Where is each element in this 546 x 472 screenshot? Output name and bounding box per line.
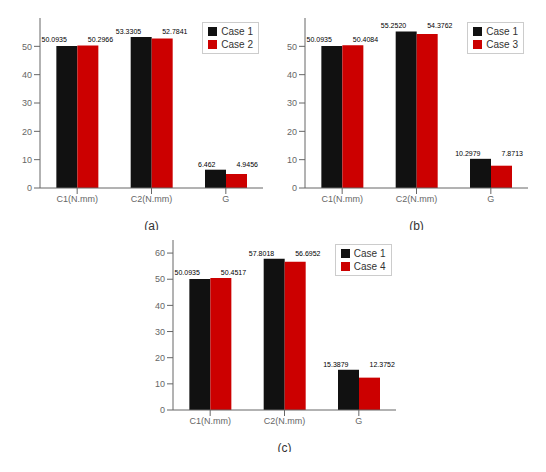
svg-text:(a): (a): [144, 219, 159, 230]
svg-text:30: 30: [154, 327, 164, 337]
svg-text:40: 40: [287, 70, 297, 80]
svg-text:50: 50: [287, 42, 297, 52]
svg-text:0: 0: [292, 183, 297, 193]
svg-text:C1(N.mm): C1(N.mm): [56, 194, 98, 204]
svg-text:50.4084: 50.4084: [353, 36, 378, 43]
svg-text:0: 0: [159, 405, 164, 415]
svg-text:54.3762: 54.3762: [427, 22, 452, 29]
svg-text:52.7841: 52.7841: [162, 28, 187, 35]
svg-text:50.2966: 50.2966: [88, 36, 113, 43]
svg-text:30: 30: [22, 98, 32, 108]
svg-text:53.3305: 53.3305: [116, 28, 141, 35]
svg-text:20: 20: [22, 127, 32, 137]
svg-text:C2(N.mm): C2(N.mm): [131, 194, 173, 204]
html-text:Case 3: Case 3: [486, 39, 518, 50]
svg-text:50.0935: 50.0935: [42, 36, 67, 43]
svg-text:G: G: [487, 194, 494, 204]
svg-text:40: 40: [22, 70, 32, 80]
svg-text:10: 10: [287, 155, 297, 165]
svg-text:50: 50: [22, 42, 32, 52]
svg-text:20: 20: [287, 127, 297, 137]
svg-text:C1(N.mm): C1(N.mm): [321, 194, 363, 204]
svg-text:C2(N.mm): C2(N.mm): [263, 416, 305, 426]
svg-text:10.2979: 10.2979: [455, 150, 480, 157]
html-text:Case 2: Case 2: [221, 39, 253, 50]
svg-text:4.9456: 4.9456: [237, 161, 259, 168]
svg-text:55.2520: 55.2520: [381, 22, 406, 29]
svg-text:6.462: 6.462: [198, 161, 216, 168]
svg-text:10: 10: [154, 379, 164, 389]
svg-text:C2(N.mm): C2(N.mm): [396, 194, 438, 204]
svg-text:57.8018: 57.8018: [248, 250, 273, 257]
svg-text:50.0935: 50.0935: [174, 269, 199, 276]
html-text:Case 1: Case 1: [221, 26, 253, 37]
svg-text:12.3752: 12.3752: [369, 361, 394, 368]
svg-text:(b): (b): [409, 219, 424, 230]
svg-text:C1(N.mm): C1(N.mm): [189, 416, 231, 426]
svg-text:60: 60: [154, 248, 164, 258]
svg-text:15.3879: 15.3879: [323, 361, 348, 368]
svg-text:30: 30: [287, 98, 297, 108]
svg-text:50.4517: 50.4517: [220, 269, 245, 276]
svg-text:40: 40: [154, 301, 164, 311]
svg-text:56.6952: 56.6952: [295, 250, 320, 257]
html-text:Case 1: Case 1: [486, 26, 518, 37]
html-text:Case 4: Case 4: [353, 261, 386, 272]
svg-text:50: 50: [154, 274, 164, 284]
html-text:Case 1: Case 1: [353, 248, 386, 259]
svg-text:G: G: [355, 416, 362, 426]
svg-text:0: 0: [27, 183, 32, 193]
svg-text:50.0935: 50.0935: [307, 36, 332, 43]
svg-text:7.8713: 7.8713: [502, 150, 524, 157]
svg-text:(c): (c): [277, 441, 291, 452]
svg-text:10: 10: [22, 155, 32, 165]
svg-text:20: 20: [154, 353, 164, 363]
svg-text:G: G: [222, 194, 229, 204]
